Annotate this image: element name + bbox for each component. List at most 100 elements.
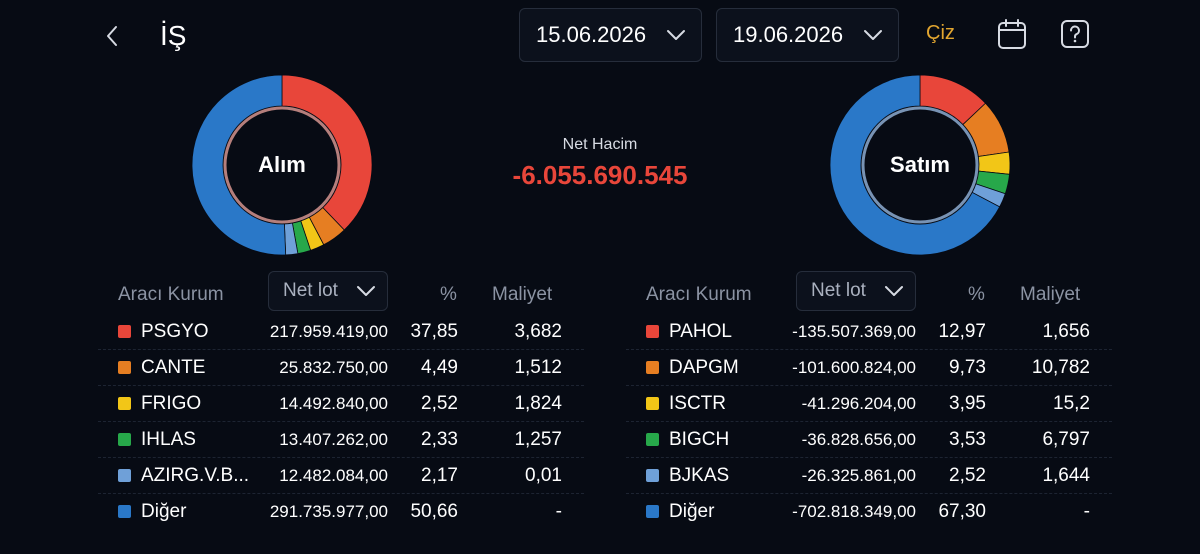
sell-donut-chart <box>829 74 1011 256</box>
pct-value: 12,97 <box>938 321 986 342</box>
broker-name: BIGCH <box>669 429 730 450</box>
donut-hole <box>865 110 975 220</box>
cost-value: 1,656 <box>1042 321 1090 342</box>
chevron-down-icon <box>885 286 903 296</box>
net-lot-value: 12.482.084,00 <box>279 466 388 485</box>
donut-inner-ring <box>223 106 341 224</box>
net-lot-value: -101.600.824,00 <box>792 358 916 377</box>
row-divider <box>626 349 1112 350</box>
legend-swatch <box>118 433 131 446</box>
calendar-button[interactable] <box>995 16 1029 52</box>
cost-value: 0,01 <box>525 465 562 486</box>
cost-value: 15,2 <box>1053 393 1090 414</box>
sell-lot-select-value: Net lot <box>811 280 866 301</box>
broker-name: FRIGO <box>141 393 202 414</box>
buy-table: PSGYO 217.959.419,00 37,85 3,682 CANTE 25.832… <box>98 314 584 529</box>
net-lot-value: -26.325.861,00 <box>801 466 916 485</box>
back-button[interactable] <box>96 18 128 54</box>
cost-value: 10,782 <box>1031 357 1090 378</box>
chevron-down-icon <box>357 286 375 296</box>
sell-table: PAHOL -135.507.369,00 12,97 1,656 DAPGM -101.… <box>626 314 1112 529</box>
table-row[interactable]: Diğer -702.818.349,00 67,30 - <box>626 494 1112 529</box>
draw-button[interactable]: Çiz <box>926 22 955 44</box>
cost-value: 1,824 <box>514 393 562 414</box>
net-lot-value: 14.492.840,00 <box>279 394 388 413</box>
pct-value: 9,73 <box>949 357 986 378</box>
broker-name: DAPGM <box>669 357 739 378</box>
pct-value: 3,95 <box>949 393 986 414</box>
pct-value: 4,49 <box>421 357 458 378</box>
chevron-down-icon <box>667 30 685 40</box>
cost-value: - <box>555 501 562 522</box>
end-date-value: 19.06.2026 <box>733 22 844 47</box>
row-divider <box>98 349 584 350</box>
buy-donut-chart <box>191 74 373 256</box>
row-divider <box>626 493 1112 494</box>
sell-col-cost: Maliyet <box>1020 284 1081 305</box>
table-row[interactable]: ISCTR -41.296.204,00 3,95 15,2 <box>626 386 1112 421</box>
pct-value: 2,52 <box>421 393 458 414</box>
page-title: İŞ <box>160 20 187 51</box>
legend-swatch <box>118 469 131 482</box>
donut-slice-diğer[interactable] <box>829 74 1001 256</box>
row-divider <box>98 421 584 422</box>
table-row[interactable]: PAHOL -135.507.369,00 12,97 1,656 <box>626 314 1112 349</box>
start-date-value: 15.06.2026 <box>536 22 647 47</box>
table-row[interactable]: FRIGO 14.492.840,00 2,52 1,824 <box>98 386 584 421</box>
net-volume-value: -6.055.690.545 <box>512 160 688 190</box>
start-date-picker[interactable]: 15.06.2026 <box>519 8 702 62</box>
net-volume-label: Net Hacim <box>562 136 638 153</box>
table-row[interactable]: AZIRG.V.B... 12.482.084,00 2,17 0,01 <box>98 458 584 493</box>
table-row[interactable]: BJKAS -26.325.861,00 2,52 1,644 <box>626 458 1112 493</box>
donut-hole <box>227 110 337 220</box>
broker-name: ISCTR <box>669 393 726 414</box>
pct-value: 50,66 <box>410 501 458 522</box>
help-button[interactable] <box>1058 16 1092 52</box>
donut-inner-ring <box>861 106 979 224</box>
legend-swatch <box>118 397 131 410</box>
buy-col-cost: Maliyet <box>492 284 553 305</box>
buy-col-pct: % <box>440 284 457 305</box>
calendar-icon <box>998 19 1026 49</box>
table-row[interactable]: DAPGM -101.600.824,00 9,73 10,782 <box>626 350 1112 385</box>
broker-name: Diğer <box>669 501 715 522</box>
table-row[interactable]: Diğer 291.735.977,00 50,66 - <box>98 494 584 529</box>
sell-donut-label: Satım <box>890 152 950 177</box>
chevron-down-icon <box>864 30 882 40</box>
end-date-picker[interactable]: 19.06.2026 <box>716 8 899 62</box>
sell-col-pct: % <box>968 284 985 305</box>
row-divider <box>626 421 1112 422</box>
row-divider <box>626 385 1112 386</box>
cost-value: 3,682 <box>514 321 562 342</box>
donut-slice-diğer[interactable] <box>191 74 287 256</box>
net-lot-value: -41.296.204,00 <box>801 394 916 413</box>
cost-value: 1,644 <box>1042 465 1090 486</box>
broker-name: CANTE <box>141 357 206 378</box>
table-row[interactable]: CANTE 25.832.750,00 4,49 1,512 <box>98 350 584 385</box>
net-lot-value: 25.832.750,00 <box>279 358 388 377</box>
row-divider <box>98 385 584 386</box>
net-lot-value: -702.818.349,00 <box>792 502 916 521</box>
net-lot-value: 217.959.419,00 <box>269 322 388 341</box>
legend-swatch <box>646 325 659 338</box>
buy-donut-label: Alım <box>258 152 306 177</box>
buy-col-broker: Aracı Kurum <box>118 284 224 305</box>
chevron-left-icon <box>107 26 117 46</box>
row-divider <box>626 457 1112 458</box>
sell-col-broker: Aracı Kurum <box>646 284 752 305</box>
legend-swatch <box>118 505 131 518</box>
donut-slice-psgyo[interactable] <box>281 74 373 231</box>
table-row[interactable]: IHLAS 13.407.262,00 2,33 1,257 <box>98 422 584 457</box>
sell-lot-select[interactable]: Net lot <box>796 271 916 311</box>
legend-swatch <box>646 433 659 446</box>
buy-lot-select[interactable]: Net lot <box>268 271 388 311</box>
cost-value: 1,257 <box>514 429 562 450</box>
table-row[interactable]: BIGCH -36.828.656,00 3,53 6,797 <box>626 422 1112 457</box>
table-row[interactable]: PSGYO 217.959.419,00 37,85 3,682 <box>98 314 584 349</box>
row-divider <box>98 457 584 458</box>
legend-swatch <box>646 505 659 518</box>
broker-name: Diğer <box>141 501 187 522</box>
net-lot-value: -36.828.656,00 <box>801 430 916 449</box>
pct-value: 2,52 <box>949 465 986 486</box>
net-lot-value: 291.735.977,00 <box>269 502 388 521</box>
